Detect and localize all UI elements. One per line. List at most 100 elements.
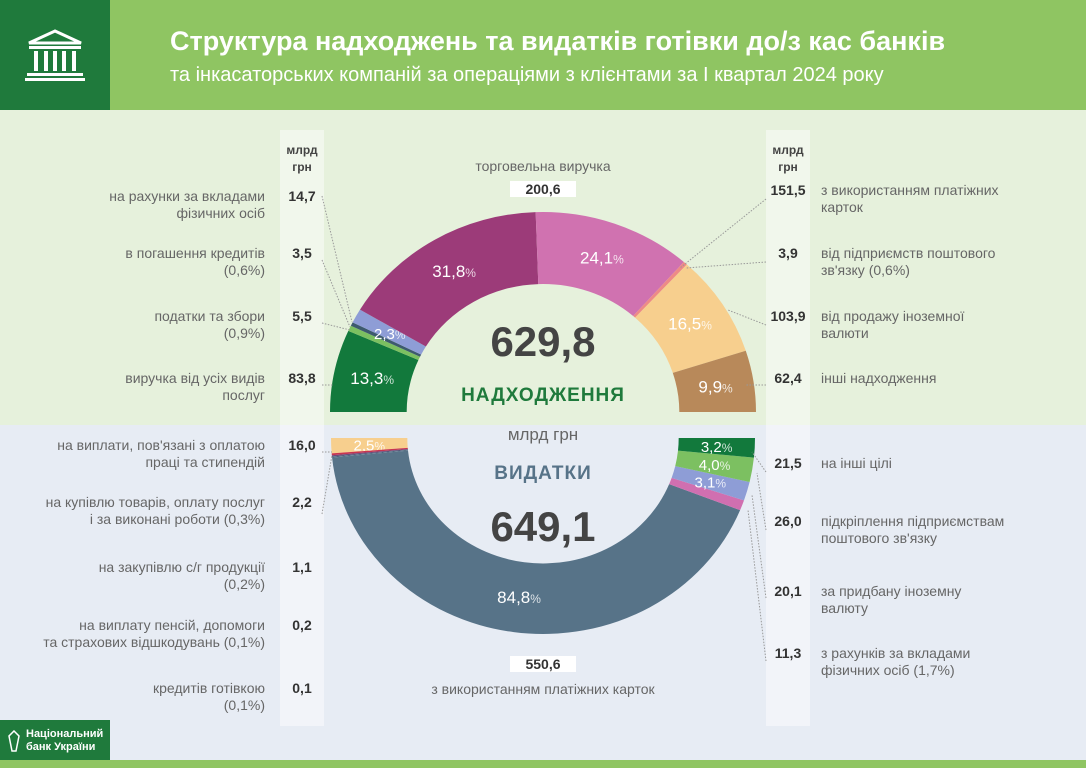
- leader-line: [679, 198, 767, 269]
- category-label-line: підкріплення підприємствам: [821, 513, 1005, 529]
- unit-center: млрд грн: [507, 425, 579, 444]
- donut-slice: [635, 264, 746, 373]
- slice-percent-label: 2,5%: [354, 437, 386, 454]
- expense-title: ВИДАТКИ: [494, 463, 592, 484]
- category-label: на виплати, пов'язані з оплатою праці та …: [0, 437, 265, 471]
- slice-percent-label: 24,1%: [580, 249, 624, 268]
- leader-line: [321, 195, 353, 323]
- category-value: 26,0: [774, 513, 802, 529]
- category-label-line: карток: [821, 199, 863, 215]
- leader-line: [747, 509, 767, 662]
- category-value: 16,0: [288, 437, 316, 453]
- category-value: 14,7: [288, 188, 316, 204]
- category-label: на купівлю товарів, оплату послуг і за ви…: [0, 494, 265, 528]
- category-value: 1,1: [292, 559, 312, 575]
- category-label: з використанням платіжних карток: [821, 182, 1071, 216]
- category-label-line: на купівлю товарів, оплату послуг: [45, 494, 265, 510]
- left-value-column: [280, 130, 324, 726]
- category-label: за придбану іноземну валюту: [821, 583, 1071, 617]
- category-label-line: на інші цілі: [821, 455, 892, 471]
- category-label-line: в погашення кредитів: [125, 245, 265, 261]
- category-label: від продажу іноземної валюти: [821, 308, 1071, 342]
- category-label: інші надходження: [821, 370, 1071, 387]
- leader-line: [751, 451, 767, 473]
- bank-building-icon: [0, 0, 110, 110]
- donut-slice: [677, 438, 755, 458]
- donut-slice: [535, 212, 684, 316]
- category-value: 103,9: [770, 308, 806, 324]
- page-subtitle: та інкасаторських компаній за операціями…: [170, 64, 884, 86]
- category-value: 5,5: [292, 308, 312, 324]
- donut-slice: [331, 449, 408, 457]
- slice-percent-label: 9,9%: [698, 378, 733, 397]
- unit-label-left: млрд грн: [286, 143, 318, 174]
- nbu-logo: Національний банк України: [0, 720, 110, 762]
- category-label-line: (0,1%): [223, 697, 265, 713]
- leader-line: [751, 494, 767, 599]
- nbu-emblem-icon: [8, 730, 20, 752]
- category-label-line: інші надходження: [821, 370, 937, 386]
- category-label-line: на рахунки за вкладами: [109, 188, 265, 204]
- bottom-label: з використанням платіжних карток: [431, 681, 655, 697]
- category-label-line: на закупівлю с/г продукції: [98, 559, 265, 575]
- right-value-column: [766, 130, 810, 726]
- category-value: 0,1: [292, 680, 312, 696]
- category-label-line: (0,9%): [223, 325, 265, 341]
- leader-line: [321, 454, 333, 515]
- category-label: виручка від усіх видів послуг: [0, 370, 265, 404]
- category-label-line: на виплати, пов'язані з оплатою: [57, 437, 265, 453]
- leader-line: [756, 472, 767, 531]
- footer-bar: [0, 760, 1086, 768]
- donut-slice: [348, 325, 421, 361]
- category-value: 151,5: [770, 182, 806, 198]
- donut-slice: [669, 477, 744, 511]
- income-total: 629,8: [490, 318, 596, 365]
- category-label: податки та збори (0,9%): [0, 308, 265, 342]
- category-label-line: від підприємств поштового: [821, 245, 996, 261]
- slice-percent-label: 84,8%: [497, 588, 541, 607]
- category-value: 2,2: [292, 494, 312, 510]
- bottom-value: 550,6: [510, 656, 576, 672]
- category-label-line: з рахунків за вкладами: [821, 645, 971, 661]
- category-value: 3,5: [292, 245, 312, 261]
- leader-line: [685, 261, 767, 269]
- category-value: 0,2: [292, 617, 312, 633]
- donut-slice: [672, 350, 756, 412]
- category-value: 20,1: [774, 583, 802, 599]
- category-label-line: валюту: [821, 600, 868, 616]
- slice-percent-label: 31,8%: [432, 262, 476, 281]
- slice-percent-label: 16,5%: [668, 314, 712, 333]
- slice-percent-label: 4,0%: [699, 457, 731, 474]
- category-label-line: від продажу іноземної: [821, 308, 965, 324]
- category-value: 62,4: [774, 370, 802, 386]
- category-label-line: поштового зв'язку: [821, 530, 937, 546]
- donut-slice: [332, 450, 409, 458]
- nbu-logo-line2: банк України: [26, 741, 96, 753]
- category-label-line: виручка від усіх видів: [125, 370, 265, 386]
- category-label: з рахунків за вкладами фізичних осіб (1,7…: [821, 645, 1071, 679]
- donut-slice: [331, 438, 408, 454]
- category-label-line: і за виконані роботи (0,3%): [89, 511, 265, 527]
- category-label: від підприємств поштового зв'язку (0,6%): [821, 245, 1071, 279]
- category-label-line: послуг: [222, 387, 265, 403]
- donut-slice: [330, 330, 419, 412]
- category-label: на рахунки за вкладами фізичних осіб: [0, 188, 265, 222]
- donut-slice: [633, 261, 687, 318]
- slice-percent-label: 2,3%: [374, 326, 406, 343]
- leader-line: [321, 259, 351, 328]
- unit-label-right: млрд грн: [772, 143, 804, 174]
- category-label-line: фізичних осіб (1,7%): [821, 662, 955, 678]
- category-label: на закупівлю с/г продукції (0,2%): [0, 559, 265, 593]
- category-label-line: валюти: [821, 325, 869, 341]
- category-label-line: кредитів готівкою: [152, 680, 265, 696]
- donut-slice: [350, 322, 422, 357]
- category-label-line: податки та збори: [154, 308, 265, 324]
- category-label-line: та страхових відшкодувань (0,1%): [43, 634, 265, 650]
- slice-percent-label: 13,3%: [350, 369, 394, 388]
- donut-slice: [331, 449, 408, 458]
- category-label-line: зв'язку (0,6%): [821, 262, 910, 278]
- category-value: 3,9: [778, 245, 798, 261]
- category-label-line: фізичних осіб: [176, 205, 265, 221]
- header: Структура надходжень та видатків готівки…: [0, 0, 1086, 110]
